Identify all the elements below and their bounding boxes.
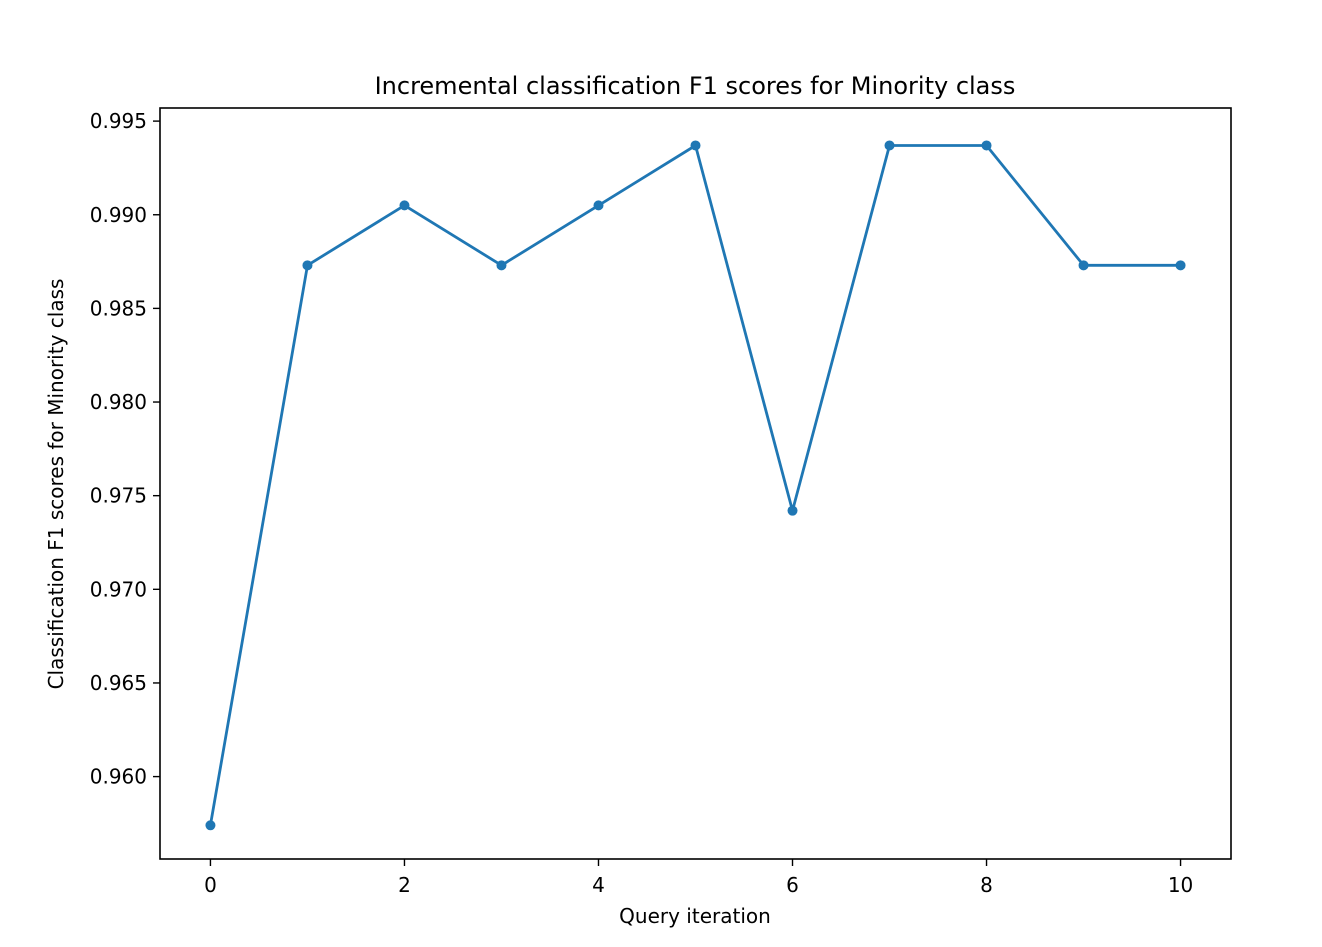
y-tick-label: 0.975 bbox=[90, 484, 147, 508]
y-tick-label: 0.965 bbox=[90, 671, 147, 695]
y-tick-label: 0.980 bbox=[90, 390, 147, 414]
x-axis: 0 2 4 6 8 10 bbox=[204, 859, 1193, 897]
x-tick-label: 6 bbox=[786, 873, 799, 897]
y-tick-label: 0.970 bbox=[90, 577, 147, 601]
data-point bbox=[1175, 260, 1186, 271]
x-tick-label: 10 bbox=[1168, 873, 1193, 897]
y-axis-title: Classification F1 scores for Minority cl… bbox=[44, 279, 68, 690]
y-tick-label: 0.960 bbox=[90, 765, 147, 789]
y-axis: 0.960 0.965 0.970 0.975 0.980 0.985 0.990 0.995 bbox=[90, 109, 160, 789]
x-axis-title: Query iteration bbox=[619, 904, 771, 928]
data-point bbox=[302, 260, 313, 271]
series-layer bbox=[205, 140, 1186, 831]
data-point bbox=[981, 140, 992, 151]
y-tick-label: 0.990 bbox=[90, 203, 147, 227]
plot-frame bbox=[159, 107, 1232, 860]
series-line bbox=[209, 144, 1181, 826]
data-point bbox=[593, 200, 604, 211]
data-point bbox=[399, 200, 410, 211]
data-point bbox=[205, 820, 216, 831]
data-point bbox=[884, 140, 895, 151]
x-tick-label: 8 bbox=[980, 873, 993, 897]
x-tick-label: 0 bbox=[204, 873, 217, 897]
data-point bbox=[496, 260, 507, 271]
data-point bbox=[1078, 260, 1089, 271]
x-tick-label: 2 bbox=[398, 873, 411, 897]
data-point bbox=[690, 140, 701, 151]
data-point bbox=[787, 505, 798, 516]
chart-title: Incremental classification F1 scores for… bbox=[375, 72, 1016, 100]
y-tick-label: 0.985 bbox=[90, 296, 147, 320]
y-tick-label: 0.995 bbox=[90, 109, 147, 133]
x-tick-label: 4 bbox=[592, 873, 605, 897]
